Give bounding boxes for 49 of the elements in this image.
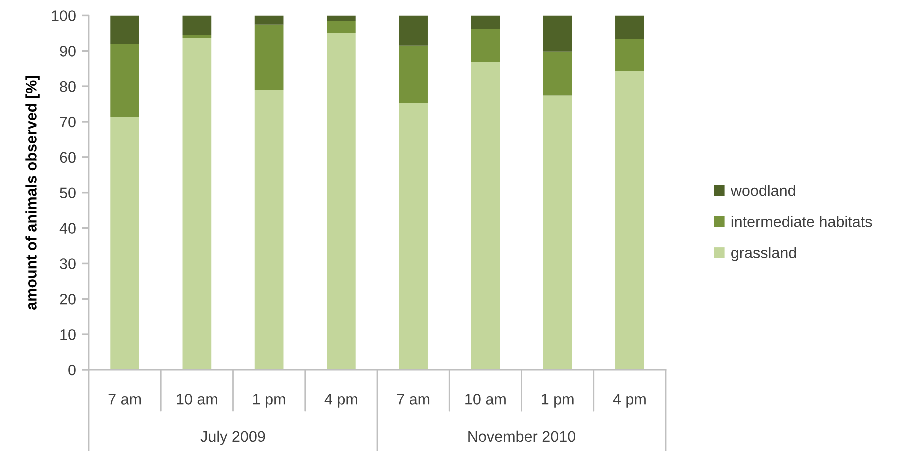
x-tick-label: 10 am [177,394,218,405]
bar [327,16,356,22]
bar [254,24,284,90]
y-tick-label: 10 [60,329,76,340]
x-tick-label: 7 am [397,394,430,405]
bar [543,96,572,370]
bar [471,16,500,30]
y-tick-label: 30 [60,258,76,270]
bar [182,35,212,38]
bar [399,16,428,46]
text: July 2009 [200,430,266,446]
y-tick-label: 60 [60,152,76,164]
bar [543,52,572,96]
x-tick-label: 4 pm [613,394,646,408]
y-tick-label: 40 [60,223,76,234]
bar [254,90,284,370]
bar [399,103,428,370]
bar [616,16,644,40]
legend-label: woodland [730,185,796,196]
bar [327,21,356,34]
bar [543,16,572,52]
legend-label: grassland [732,247,796,262]
bar [399,46,428,104]
bar [471,62,500,370]
x-tick-label: 4 pm [324,394,358,408]
y-tick-label: 50 [60,188,76,199]
bar [254,16,284,25]
y-tick-label: 20 [60,294,76,305]
bar [110,117,140,370]
x-tick-label: 7 am [108,394,142,405]
y-tick-label: 90 [60,46,76,57]
bar [616,39,644,71]
bar [182,16,212,36]
bar [327,33,356,370]
bar [616,70,644,370]
x-tick-label: 1 pm [542,394,574,408]
y-tick-label: 100 [52,10,76,22]
x-tick-label: 1 pm [253,394,286,408]
text: November 2010 [468,430,576,442]
y-axis-title: amount of animals observed [%] [26,76,40,310]
bar [471,29,500,62]
y-tick-label: 0 [68,364,76,376]
bar [110,16,140,44]
bar [110,44,140,118]
bar [182,38,212,370]
y-tick-label: 70 [60,116,76,128]
x-tick-label: 10 am [466,394,506,405]
y-tick-label: 80 [60,81,76,92]
legend-label: intermediate habitats [732,216,872,228]
